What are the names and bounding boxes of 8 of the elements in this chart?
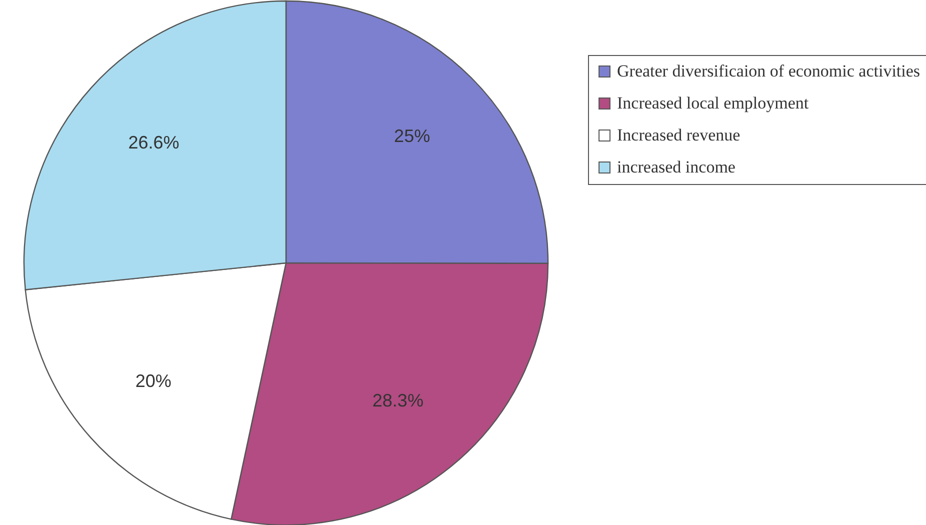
data-label: 25%	[394, 126, 430, 146]
data-label: 26.6%	[128, 132, 180, 153]
data-label: 20%	[135, 370, 172, 391]
legend-label: increased income	[617, 158, 736, 176]
legend-label: Increased local employment	[617, 94, 809, 112]
legend-label: Greater diversificaion of economic activities	[617, 62, 920, 80]
data-label: 28.3%	[372, 390, 424, 411]
legend-label: Increased revenue	[617, 126, 740, 144]
